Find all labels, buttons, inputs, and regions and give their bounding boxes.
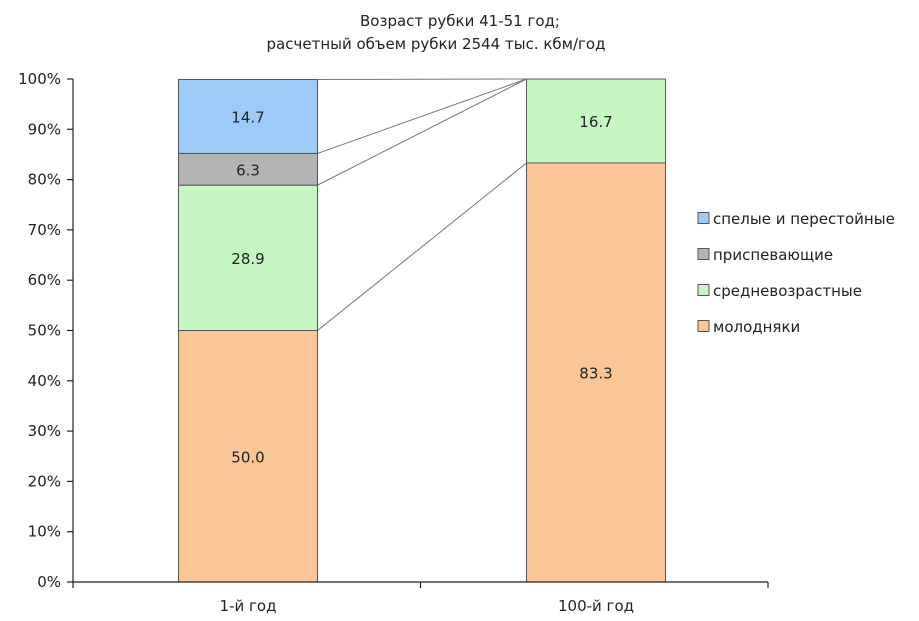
legend-label: молодняки [713,318,800,336]
data-label: 14.7 [231,108,264,126]
data-label: 16.7 [579,113,612,131]
data-label: 83.3 [579,365,612,383]
y-tick-label: 20% [28,472,61,490]
bar-segment-средневозрастные-2 [526,78,666,164]
bar-segment-молодняки-1 [178,330,318,583]
series-line [317,78,527,154]
series-line [317,78,527,81]
y-tick-label: 60% [28,271,61,289]
legend: спелые и перестойные приспевающие среднево… [697,210,895,336]
y-tick-label: 50% [28,322,61,340]
bar-segment-спелые-и-перестойные-1 [178,79,318,154]
data-label: 28.9 [231,250,264,268]
y-tick-label: 10% [28,523,61,541]
series-lines [317,78,527,331]
legend-label: приспевающие [713,246,833,264]
series-line [317,78,527,186]
bar-segment-средневозрастные-1 [178,184,318,331]
y-tick-label: 90% [28,120,61,138]
data-label: 50.0 [231,448,264,466]
chart-title: Возраст рубки 41-51 год; [360,12,560,30]
y-tick-label: 40% [28,372,61,390]
y-tick-label: 0% [37,573,61,591]
x-tick-label: 1-й год [220,597,277,615]
legend-label: спелые и перестойные [713,210,895,228]
legend-swatch-средневозрастные [697,284,710,296]
legend-swatch-спелые-и-перестойные [697,212,710,224]
axes: 0% 10% 20% 30% 40% 50% 60% 70% 80% 90% 100% 1-й год… [18,70,769,615]
legend-swatch-молодняки [697,320,710,332]
legend-swatch-приспевающие [697,248,710,260]
y-tick-label: 70% [28,221,61,239]
y-tick-label: 100% [18,70,61,88]
bars: 50.0 28.9 6.3 14.7 83.3 16.7 [178,78,666,583]
chart-subtitle: расчетный объем рубки 2544 тыс. кбм/год [267,35,606,53]
series-line [317,162,527,331]
data-label: 6.3 [236,161,260,179]
y-tick-label: 80% [28,171,61,189]
legend-label: средневозрастные [713,282,862,300]
bar-segment-молодняки-2 [526,162,666,583]
y-tick-label: 30% [28,422,61,440]
x-tick-label: 100-й год [558,597,634,615]
